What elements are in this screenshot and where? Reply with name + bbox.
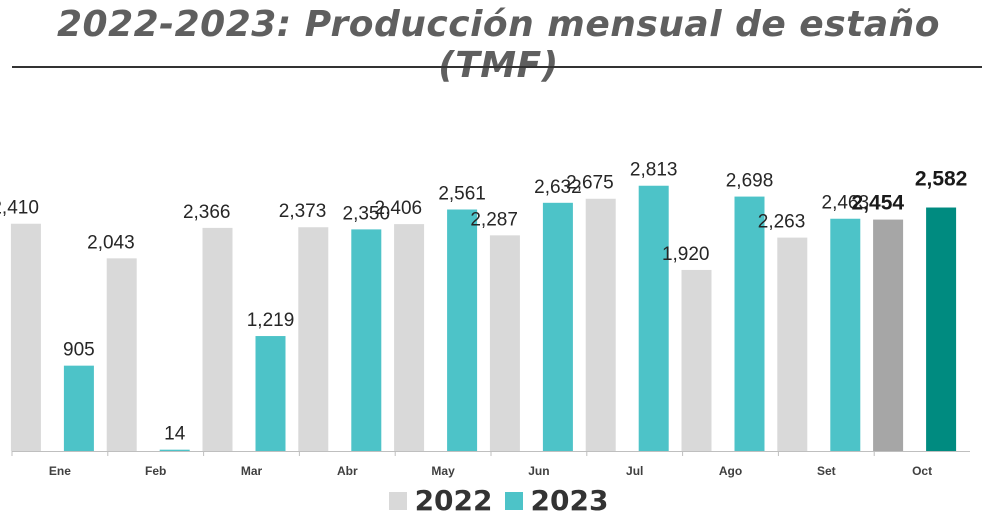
data-label-2022-may: 2,406 xyxy=(375,198,423,219)
data-label-2022-ene: 2,410 xyxy=(0,198,39,219)
data-label-2023-abr: 2,350 xyxy=(343,203,391,224)
data-label-2022-feb: 2,043 xyxy=(87,232,135,253)
legend-item-2023: 2023 xyxy=(504,484,609,517)
bar-2023-oct xyxy=(926,207,957,451)
legend-label-2022: 2022 xyxy=(414,484,493,517)
x-tick-label: May xyxy=(431,464,455,478)
bar-2023-feb xyxy=(159,449,190,451)
bar-2023-may xyxy=(447,209,478,451)
legend-swatch-2022 xyxy=(388,491,407,510)
data-label-2022-jun: 2,287 xyxy=(470,209,518,230)
bar-2022-set xyxy=(777,237,808,451)
x-tick-label: Jun xyxy=(528,464,549,478)
bar-2023-ago xyxy=(734,196,765,451)
data-label-2023-jun: 2,632 xyxy=(534,177,582,198)
bar-2022-ago xyxy=(681,269,712,451)
bar-2022-jun xyxy=(489,235,520,451)
bar-2022-mar xyxy=(202,227,233,451)
data-label-2023-set: 2,463 xyxy=(822,193,870,214)
x-tick-label: Oct xyxy=(912,464,932,478)
data-label-2022-abr: 2,373 xyxy=(279,201,327,222)
chart-title: 2022-2023: Producción mensual de estaño … xyxy=(56,4,941,86)
data-label-2023-may: 2,561 xyxy=(438,183,486,204)
bar-2022-abr xyxy=(298,227,329,451)
x-tick-label: Set xyxy=(817,464,836,478)
legend-label-2023: 2023 xyxy=(530,484,609,517)
legend-item-2022: 2022 xyxy=(388,484,493,517)
x-tick-label: Abr xyxy=(337,464,358,478)
data-label-2022-jul: 2,675 xyxy=(566,173,614,194)
x-tick-label: Feb xyxy=(145,464,166,478)
bar-2023-ene xyxy=(63,365,94,451)
data-label-2022-ago: 1,920 xyxy=(662,244,710,265)
data-label-2023-ene: 905 xyxy=(63,340,95,361)
chart-legend: 2022 2023 xyxy=(0,484,997,517)
bar-2023-jun xyxy=(542,202,573,451)
bar-2023-jul xyxy=(638,185,669,451)
bar-2022-may xyxy=(394,224,425,451)
bar-2023-set xyxy=(830,218,861,451)
data-label-2023-jul: 2,813 xyxy=(630,160,678,181)
bar-2022-ene xyxy=(10,223,41,451)
x-tick-label: Mar xyxy=(241,464,263,478)
x-tick-label: Ene xyxy=(49,464,71,478)
data-label-2023-mar: 1,219 xyxy=(247,310,295,331)
title-divider xyxy=(12,66,982,68)
legend-swatch-2023 xyxy=(504,491,523,510)
data-label-2022-oct: 2,454 xyxy=(852,192,905,215)
data-label-2023-ago: 2,698 xyxy=(726,171,774,192)
bar-2022-jul xyxy=(585,198,616,451)
data-label-2022-set: 2,263 xyxy=(758,212,806,233)
data-label-2022-mar: 2,366 xyxy=(183,202,231,223)
data-label-2023-feb: 14 xyxy=(164,424,186,445)
x-tick-label: Jul xyxy=(626,464,643,478)
x-tick-label: Ago xyxy=(719,464,742,478)
data-label-2023-oct: 2,582 xyxy=(915,168,968,191)
bar-2023-mar xyxy=(255,336,286,451)
bar-2022-feb xyxy=(106,258,137,451)
bar-2022-oct xyxy=(873,219,904,451)
bar-2023-abr xyxy=(351,229,382,451)
